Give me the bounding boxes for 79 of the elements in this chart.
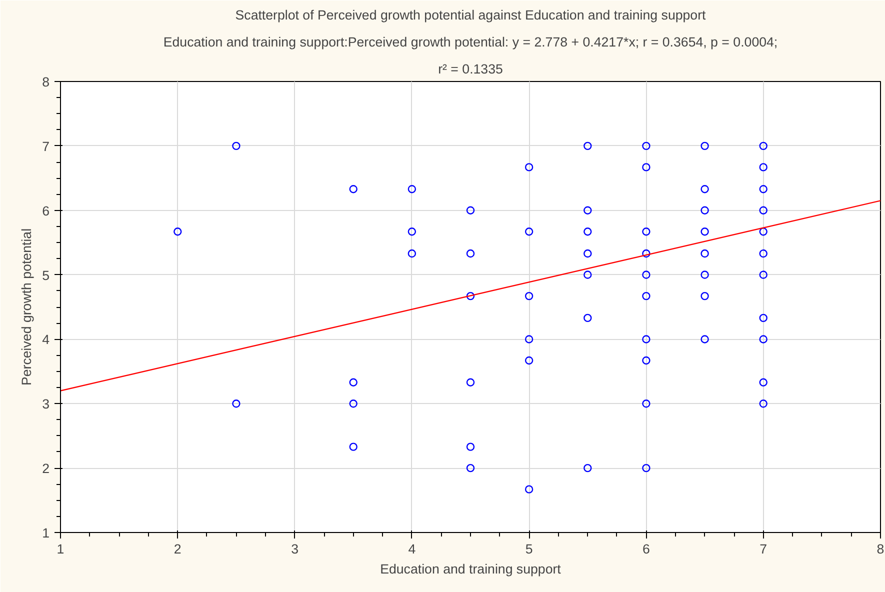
- point: [466, 442, 475, 451]
- point: [232, 400, 240, 408]
- point: [642, 270, 650, 279]
- point: [466, 206, 475, 214]
- point: [700, 228, 709, 236]
- point: [700, 142, 709, 150]
- point: [759, 249, 768, 258]
- point: [466, 249, 475, 258]
- point: [524, 292, 534, 300]
- x-tick-label: 5: [525, 542, 533, 556]
- point: [584, 206, 592, 214]
- point: [759, 228, 768, 236]
- y-axis-title: Perceived growth potential: [19, 228, 34, 386]
- point: [466, 378, 475, 386]
- point: [759, 335, 768, 344]
- point: [349, 400, 358, 408]
- point: [408, 228, 416, 236]
- x-tick-label: 4: [408, 542, 416, 556]
- y-tick-label: 4: [42, 332, 50, 348]
- y-tick-label: 6: [42, 203, 50, 218]
- point: [642, 142, 650, 150]
- point: [759, 270, 768, 279]
- point: [584, 142, 592, 150]
- point: [759, 314, 768, 322]
- y-tick-label: 2: [42, 461, 50, 476]
- point: [174, 228, 182, 236]
- point: [408, 185, 416, 194]
- point: [759, 378, 768, 386]
- chart-subtitle: Education and training support:Perceived growth potential: y = 2.778 + 0.4217*x; r = 0.3654, p = 0.0004;: [163, 34, 778, 50]
- point: [584, 249, 592, 258]
- x-axis-title: Education and training support: [380, 562, 562, 576]
- point: [408, 249, 416, 258]
- point: [584, 270, 592, 279]
- point: [642, 249, 650, 258]
- text: r² = 0.1335: [438, 62, 503, 76]
- x-tick-label: 6: [642, 542, 650, 556]
- x-tick-label: 3: [291, 542, 298, 556]
- point: [759, 163, 768, 172]
- point: [524, 163, 534, 172]
- point: [700, 185, 709, 194]
- point: [349, 185, 358, 194]
- x-tick-label: 7: [760, 542, 768, 556]
- point: [584, 228, 592, 236]
- point: [642, 228, 650, 236]
- point: [642, 292, 650, 300]
- point: [349, 442, 358, 451]
- point: [349, 378, 358, 386]
- x-tick-label: 8: [876, 542, 884, 556]
- point: [524, 228, 534, 236]
- point: [759, 142, 768, 150]
- point: [584, 314, 592, 322]
- point: [524, 356, 534, 365]
- point: [759, 400, 768, 408]
- point: [466, 292, 475, 300]
- point: [642, 335, 650, 344]
- x-tick-label: 1: [56, 542, 64, 556]
- y-tick-label: 7: [42, 138, 50, 154]
- x-tick-label: 2: [174, 542, 182, 556]
- point: [642, 163, 650, 172]
- y-tick-label: 1: [42, 526, 50, 540]
- chart-title: Scatterplot of Perceived growth potential against Education and training support: [235, 8, 706, 22]
- point: [584, 464, 592, 472]
- point: [700, 292, 709, 300]
- point: [700, 335, 709, 344]
- point: [466, 464, 475, 472]
- point: [642, 400, 650, 408]
- point: [642, 356, 650, 365]
- y-tick-label: 8: [42, 74, 50, 90]
- y-tick-label: 3: [42, 396, 50, 412]
- point: [232, 142, 240, 150]
- point: [759, 185, 768, 194]
- y-tick-label: 5: [42, 268, 50, 283]
- point: [700, 206, 709, 214]
- point: [700, 249, 709, 258]
- point: [524, 485, 534, 494]
- point: [759, 206, 768, 214]
- point: [700, 270, 709, 279]
- point: [642, 464, 650, 472]
- point: [524, 335, 534, 344]
